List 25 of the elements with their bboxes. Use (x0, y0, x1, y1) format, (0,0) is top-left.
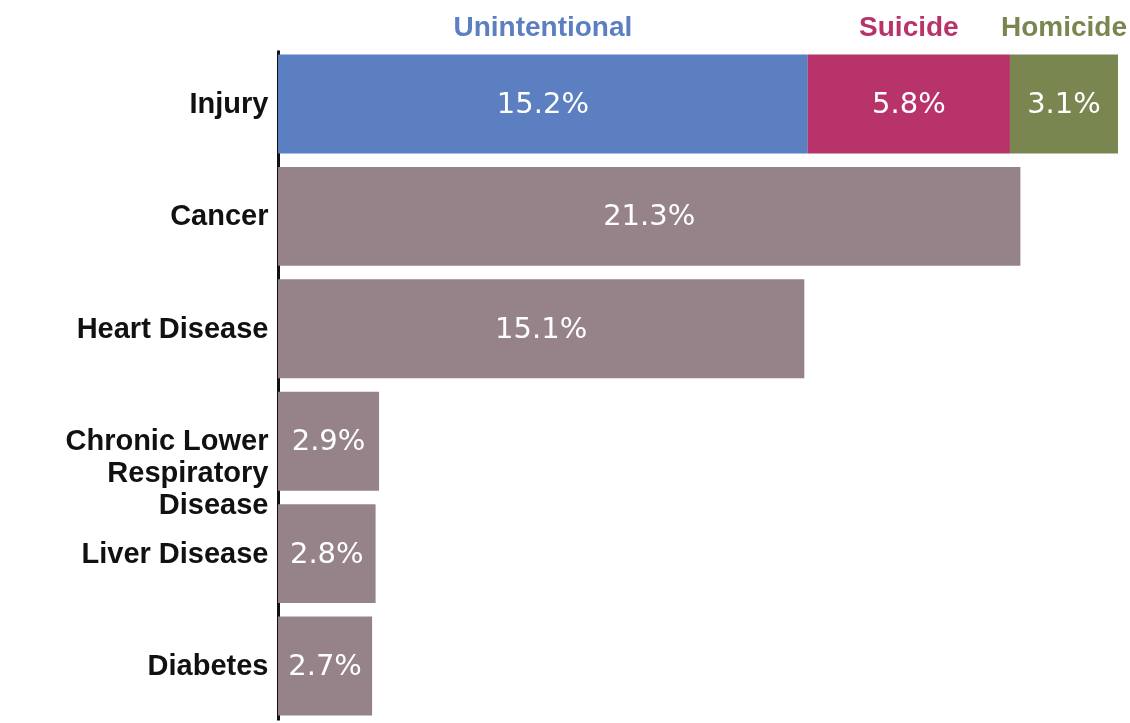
bar (278, 391, 380, 491)
y-tick-label: Chronic Lower Respiratory Disease (65, 424, 269, 521)
bar (278, 504, 376, 604)
y-tick-label: Diabetes (147, 649, 269, 682)
series-label: Unintentional (453, 11, 633, 42)
y-tick-label: Cancer (170, 199, 269, 232)
bar (278, 279, 805, 379)
y-tick-label: Liver Disease (81, 536, 269, 569)
data-label: 2.9% (291, 423, 366, 458)
bar (807, 54, 1010, 154)
y-tick-label: Heart Disease (76, 311, 269, 344)
data-label: 15.2% (496, 85, 589, 120)
y-tick-label: Injury (189, 86, 269, 119)
data-label: 5.8% (872, 85, 946, 120)
bar (278, 166, 1021, 266)
data-label: 15.1% (495, 310, 588, 345)
data-label: 2.7% (288, 648, 362, 683)
bar (278, 616, 373, 716)
series-label: Homicide (1000, 11, 1127, 42)
data-label: 3.1% (1027, 85, 1101, 120)
bar (278, 54, 808, 154)
bar (1009, 54, 1118, 154)
series-label: Suicide (859, 11, 959, 42)
data-label: 2.8% (289, 535, 364, 570)
data-label: 21.3% (603, 198, 696, 233)
